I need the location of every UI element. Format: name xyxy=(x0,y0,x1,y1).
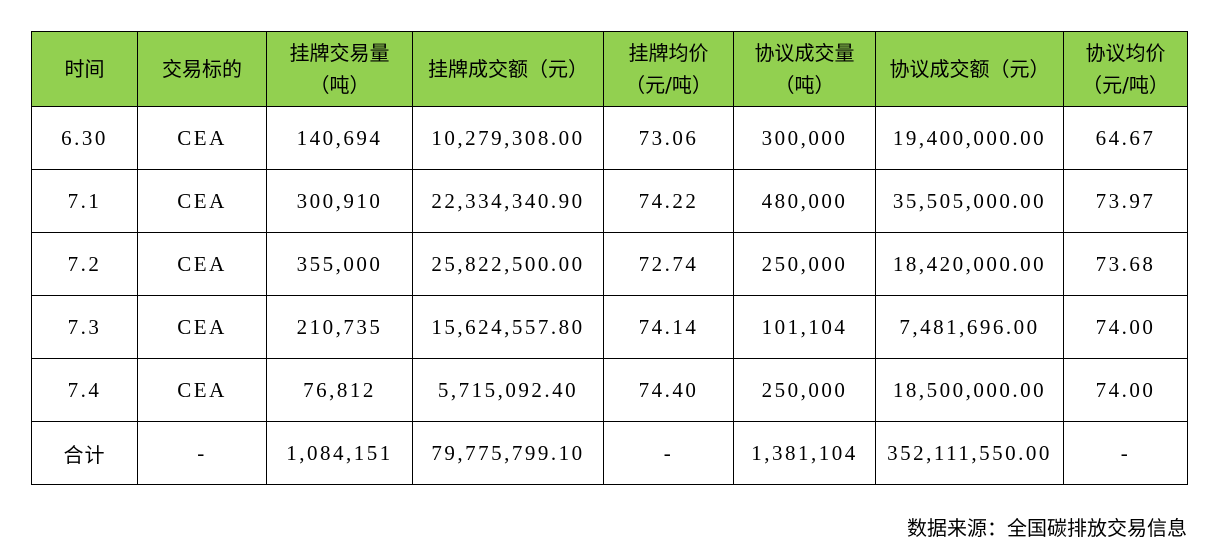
data-table: 时间 交易标的 挂牌交易量 （吨） 挂牌成交额（元） 挂牌均价 （元/吨） 协议成交量 （吨）协… xyxy=(31,31,1188,485)
table-cell: CEA xyxy=(137,232,267,296)
header-cell: 挂牌均价 （元/吨） xyxy=(603,31,734,107)
table-cell: 6.30 xyxy=(31,106,138,170)
table-row: 7.2 CEA 355,000 25,822,500.00 72.74 250,000 18… xyxy=(31,232,1188,296)
header-text: 挂牌均价 xyxy=(628,41,709,65)
table-row: 6.30 CEA 140,694 10,279,308.00 73.06 300,000 1… xyxy=(31,106,1188,170)
header-text: （吨） xyxy=(309,73,370,97)
table-cell: 73.97 xyxy=(1063,169,1188,233)
table-cell: 300,000 xyxy=(733,106,876,170)
header-cell: 挂牌成交额（元） xyxy=(412,31,604,107)
table-cell: - xyxy=(137,421,267,485)
table-cell: CEA xyxy=(137,106,267,170)
header-cell: 交易标的 xyxy=(137,31,267,107)
table-cell: 73.06 xyxy=(603,106,734,170)
table-cell: CEA xyxy=(137,169,267,233)
table-cell: 73.68 xyxy=(1063,232,1188,296)
table-cell: 300,910 xyxy=(266,169,413,233)
table-cell: 7.1 xyxy=(31,169,138,233)
table-cell: 74.40 xyxy=(603,358,734,422)
table-cell: 72.74 xyxy=(603,232,734,296)
table-cell: 18,500,000.00 xyxy=(875,358,1064,422)
header-row: 时间 交易标的 挂牌交易量 （吨） 挂牌成交额（元） 挂牌均价 （元/吨） 协议成交量 （吨）协… xyxy=(31,31,1188,107)
table-cell: 74.00 xyxy=(1063,295,1188,359)
table-cell: 5,715,092.40 xyxy=(412,358,604,422)
table-cell: 1,084,151 xyxy=(266,421,413,485)
header-text: 时间 xyxy=(64,57,105,81)
table-cell: 22,334,340.90 xyxy=(412,169,604,233)
header-text: （元/吨） xyxy=(625,73,712,97)
table-cell: 210,735 xyxy=(266,295,413,359)
table-cell: CEA xyxy=(137,358,267,422)
table-cell: 7.3 xyxy=(31,295,138,359)
table-cell: 7.4 xyxy=(31,358,138,422)
table-cell: 18,420,000.00 xyxy=(875,232,1064,296)
table-row: 7.4 CEA 76,812 5,715,092.40 74.40 250,000 18,5… xyxy=(31,358,1188,422)
source-note: 数据来源：全国碳排放交易信息 xyxy=(907,516,1187,540)
table-cell: 1,381,104 xyxy=(733,421,876,485)
table-cell: - xyxy=(1063,421,1188,485)
header-text: （元/吨） xyxy=(1082,73,1169,97)
table-cell: 25,822,500.00 xyxy=(412,232,604,296)
table-cell: - xyxy=(603,421,734,485)
table-cell: 74.22 xyxy=(603,169,734,233)
table-cell: 74.14 xyxy=(603,295,734,359)
table-cell: 79,775,799.10 xyxy=(412,421,604,485)
table-body: 6.30 CEA 140,694 10,279,308.00 73.06 300,000 1… xyxy=(31,106,1188,485)
table-cell: 64.67 xyxy=(1063,106,1188,170)
header-cell: 协议成交量 （吨） xyxy=(733,31,876,107)
table-cell: 352,111,550.00 xyxy=(875,421,1064,485)
table-cell: 19,400,000.00 xyxy=(875,106,1064,170)
header-text: 协议成交额（元） xyxy=(889,57,1050,81)
table-row: 7.1 CEA 300,910 22,334,340.90 74.22 480,000 35… xyxy=(31,169,1188,233)
header-text: 交易标的 xyxy=(162,57,242,81)
table-cell: 140,694 xyxy=(266,106,413,170)
header-text: 协议均价 xyxy=(1085,41,1166,65)
table-cell: 15,624,557.80 xyxy=(412,295,604,359)
header-cell: 协议均价 （元/吨） xyxy=(1063,31,1188,107)
table-cell: 76,812 xyxy=(266,358,413,422)
header-text: （吨） xyxy=(774,73,835,97)
table-cell: 10,279,308.00 xyxy=(412,106,604,170)
table-cell: 7,481,696.00 xyxy=(875,295,1064,359)
table-cell: 480,000 xyxy=(733,169,876,233)
header-cell: 协议成交额（元） xyxy=(875,31,1064,107)
table-row: 合计 -1,084,151 79,775,799.10-1,381,104 352,1… xyxy=(31,421,1188,485)
table-cell: 7.2 xyxy=(31,232,138,296)
header-cell: 时间 xyxy=(31,31,138,107)
table-cell: 101,104 xyxy=(733,295,876,359)
table-cell: CEA xyxy=(137,295,267,359)
table-cell: 250,000 xyxy=(733,358,876,422)
table-cell: 合计 xyxy=(31,421,138,485)
table-cell: 35,505,000.00 xyxy=(875,169,1064,233)
table-cell: 250,000 xyxy=(733,232,876,296)
table-cell: 74.00 xyxy=(1063,358,1188,422)
header-text: 挂牌交易量 xyxy=(289,41,390,65)
header-cell: 挂牌交易量 （吨） xyxy=(266,31,413,107)
table-row: 7.3 CEA 210,735 15,624,557.80 74.14 101,104 7,… xyxy=(31,295,1188,359)
header-text: 协议成交量 xyxy=(754,41,855,65)
table-cell: 355,000 xyxy=(266,232,413,296)
header-text: 挂牌成交额（元） xyxy=(428,57,588,81)
